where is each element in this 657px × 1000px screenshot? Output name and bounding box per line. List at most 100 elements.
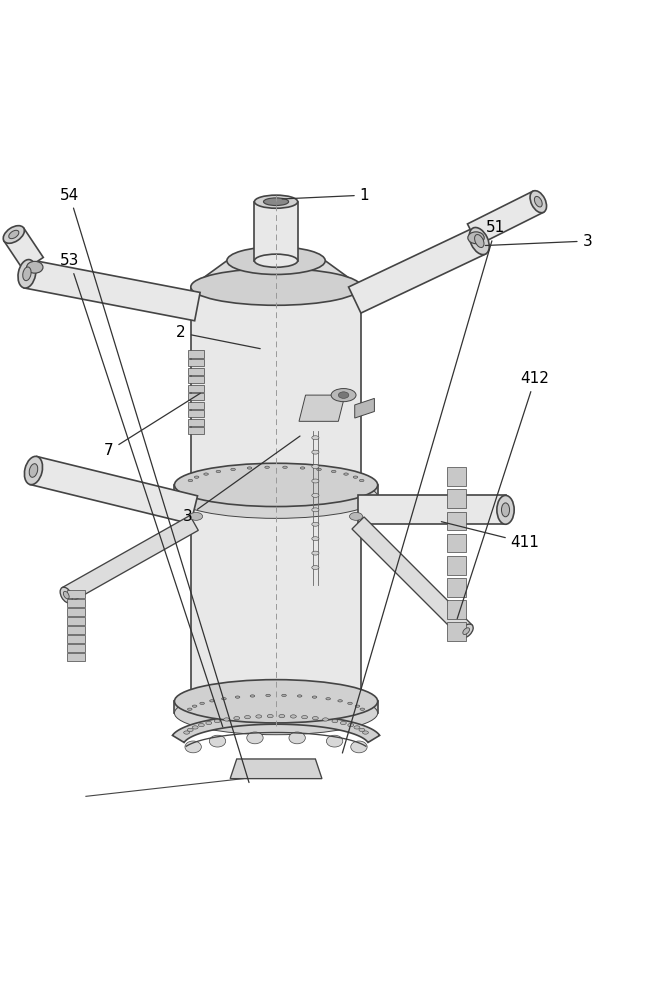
- Ellipse shape: [267, 714, 273, 718]
- Ellipse shape: [221, 698, 226, 700]
- Polygon shape: [447, 467, 466, 486]
- Polygon shape: [67, 626, 85, 634]
- Ellipse shape: [18, 260, 36, 288]
- Ellipse shape: [279, 714, 284, 718]
- Ellipse shape: [530, 191, 547, 213]
- Ellipse shape: [348, 702, 352, 704]
- Polygon shape: [352, 517, 472, 637]
- Polygon shape: [299, 395, 345, 421]
- Ellipse shape: [312, 696, 317, 698]
- Polygon shape: [188, 393, 204, 400]
- Ellipse shape: [363, 731, 369, 734]
- Ellipse shape: [283, 466, 287, 468]
- Polygon shape: [62, 516, 198, 602]
- Ellipse shape: [338, 700, 342, 702]
- Ellipse shape: [191, 695, 361, 731]
- Ellipse shape: [459, 624, 473, 638]
- Ellipse shape: [188, 479, 193, 482]
- Polygon shape: [67, 653, 85, 661]
- Polygon shape: [30, 456, 198, 524]
- Ellipse shape: [187, 728, 193, 732]
- Ellipse shape: [191, 269, 361, 305]
- Ellipse shape: [174, 680, 378, 723]
- Ellipse shape: [348, 723, 353, 727]
- Ellipse shape: [193, 705, 197, 707]
- Polygon shape: [447, 578, 466, 597]
- Ellipse shape: [204, 473, 208, 475]
- Ellipse shape: [223, 718, 229, 721]
- Polygon shape: [24, 260, 200, 321]
- Ellipse shape: [194, 476, 199, 478]
- Ellipse shape: [187, 708, 192, 710]
- Ellipse shape: [231, 468, 235, 471]
- Polygon shape: [447, 622, 466, 641]
- Text: 3: 3: [486, 234, 593, 249]
- Ellipse shape: [497, 495, 514, 524]
- Ellipse shape: [350, 512, 363, 520]
- Ellipse shape: [298, 695, 302, 697]
- Ellipse shape: [474, 235, 484, 248]
- Ellipse shape: [332, 719, 338, 723]
- Ellipse shape: [200, 702, 204, 704]
- Ellipse shape: [63, 591, 69, 599]
- Ellipse shape: [210, 700, 214, 702]
- Polygon shape: [174, 701, 378, 713]
- Ellipse shape: [340, 721, 346, 725]
- Ellipse shape: [327, 735, 343, 747]
- Polygon shape: [188, 368, 204, 375]
- Ellipse shape: [326, 698, 330, 700]
- Ellipse shape: [463, 628, 470, 634]
- Ellipse shape: [312, 522, 319, 526]
- Ellipse shape: [468, 232, 484, 244]
- Ellipse shape: [184, 731, 190, 734]
- Polygon shape: [191, 287, 361, 713]
- Polygon shape: [188, 410, 204, 417]
- Ellipse shape: [60, 587, 72, 603]
- Polygon shape: [447, 556, 466, 575]
- Text: 54: 54: [60, 188, 249, 783]
- Ellipse shape: [312, 537, 319, 541]
- Ellipse shape: [290, 715, 296, 718]
- Ellipse shape: [469, 227, 489, 255]
- Polygon shape: [174, 485, 378, 497]
- Ellipse shape: [206, 721, 212, 725]
- Ellipse shape: [302, 715, 307, 719]
- Ellipse shape: [29, 464, 37, 477]
- Ellipse shape: [185, 741, 201, 753]
- Polygon shape: [67, 590, 85, 598]
- Ellipse shape: [353, 476, 358, 478]
- Ellipse shape: [331, 389, 356, 402]
- Ellipse shape: [244, 715, 250, 719]
- Polygon shape: [254, 202, 298, 261]
- Ellipse shape: [312, 450, 319, 454]
- Polygon shape: [67, 599, 85, 607]
- Polygon shape: [188, 359, 204, 366]
- Polygon shape: [191, 261, 361, 287]
- Ellipse shape: [234, 717, 240, 720]
- Ellipse shape: [312, 493, 319, 497]
- Polygon shape: [230, 759, 322, 779]
- Ellipse shape: [254, 195, 298, 208]
- Polygon shape: [188, 427, 204, 434]
- Ellipse shape: [359, 728, 365, 732]
- Ellipse shape: [214, 719, 220, 723]
- Polygon shape: [447, 600, 466, 619]
- Ellipse shape: [313, 717, 318, 720]
- Ellipse shape: [266, 694, 271, 697]
- Polygon shape: [447, 534, 466, 552]
- Ellipse shape: [216, 470, 221, 473]
- Text: 51: 51: [342, 220, 505, 753]
- Text: 3: 3: [183, 436, 300, 524]
- Text: 1: 1: [282, 188, 369, 203]
- Ellipse shape: [193, 726, 198, 729]
- Polygon shape: [358, 495, 505, 524]
- Polygon shape: [188, 376, 204, 383]
- Ellipse shape: [235, 696, 240, 698]
- Polygon shape: [468, 191, 543, 245]
- Ellipse shape: [9, 230, 19, 239]
- Text: 53: 53: [60, 253, 223, 727]
- Text: 412: 412: [457, 371, 549, 619]
- Ellipse shape: [312, 465, 319, 469]
- Ellipse shape: [312, 479, 319, 483]
- Polygon shape: [67, 644, 85, 652]
